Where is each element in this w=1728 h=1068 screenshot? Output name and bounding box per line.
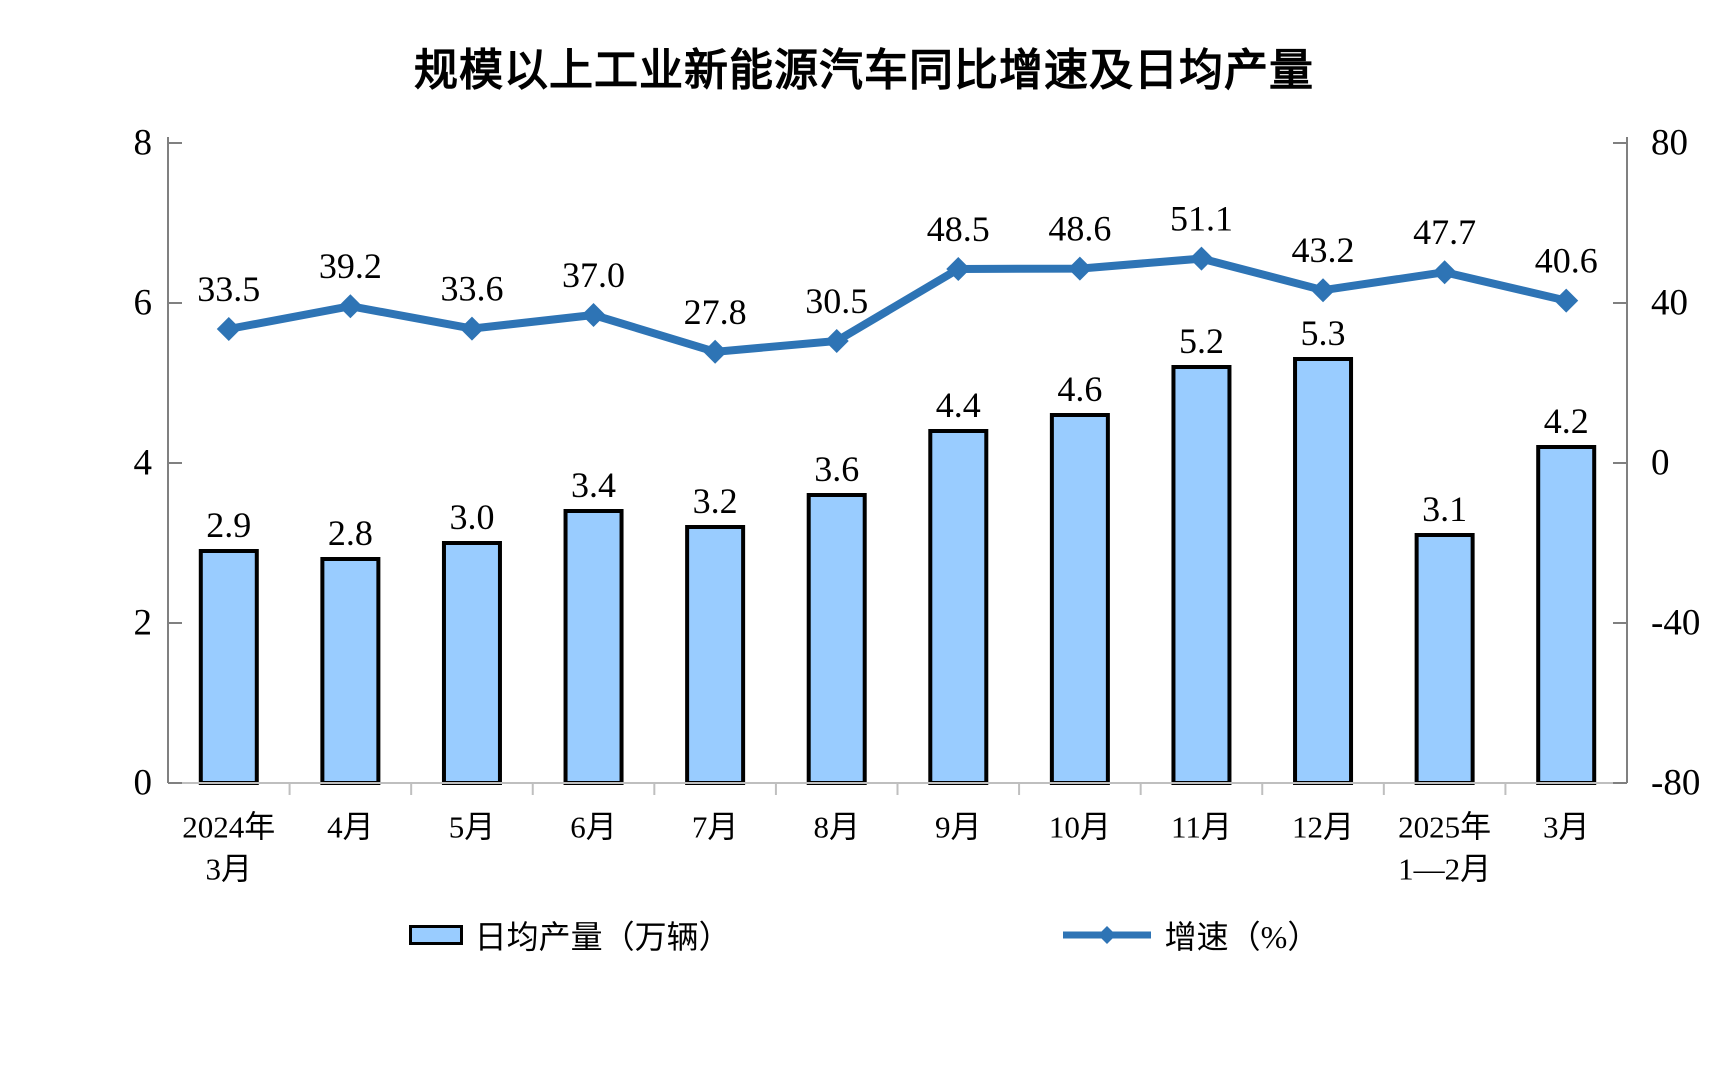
x-category-label: 6月 <box>570 810 617 845</box>
line-value-label: 33.6 <box>440 269 503 309</box>
x-category-label: 11月 <box>1171 810 1232 845</box>
line-marker-icon <box>216 317 241 341</box>
bar-value-label: 3.0 <box>449 497 494 537</box>
bar-value-label: 3.6 <box>814 449 859 489</box>
left-axis-tick-label: 2 <box>134 603 153 644</box>
bar <box>198 549 259 785</box>
right-axis-tick-label: 80 <box>1651 123 1688 164</box>
bar <box>1171 365 1232 785</box>
line-value-label: 33.5 <box>197 269 260 309</box>
line-value-label: 48.5 <box>927 209 990 249</box>
chart-title: 规模以上工业新能源汽车同比增速及日均产量 <box>414 46 1314 95</box>
bar-value-label: 2.8 <box>328 513 373 553</box>
x-category-label: 8月 <box>813 810 860 845</box>
x-category-label: 3月 <box>206 852 253 887</box>
line-value-label: 39.2 <box>319 246 382 286</box>
bar <box>1293 357 1354 785</box>
line-value-label: 48.6 <box>1048 209 1111 249</box>
bar-value-label: 3.1 <box>1422 489 1467 529</box>
line-value-label: 47.7 <box>1413 212 1476 252</box>
x-category-label: 3月 <box>1543 810 1590 845</box>
bar-value-label: 5.3 <box>1301 313 1346 353</box>
legend-line-label: 增速（%） <box>1164 919 1320 955</box>
bar <box>1049 413 1110 785</box>
bar <box>1414 533 1475 785</box>
bar <box>320 557 381 785</box>
right-axis-tick-label: 0 <box>1651 443 1670 484</box>
bar-value-label: 3.4 <box>571 465 616 505</box>
line-value-label: 43.2 <box>1292 230 1355 270</box>
bar <box>1536 445 1597 785</box>
left-axis-tick-label: 4 <box>134 443 153 484</box>
line-marker-icon <box>581 303 606 327</box>
legend-item-bar: 日均产量（万辆） <box>408 912 731 958</box>
line-marker-icon <box>703 339 728 364</box>
x-category-label: 7月 <box>692 810 739 845</box>
left-axis-tick-label: 0 <box>134 763 153 804</box>
line-marker-icon <box>1554 288 1579 313</box>
line-marker-icon <box>1311 278 1336 303</box>
line-value-label: 51.1 <box>1170 199 1233 239</box>
x-category-label: 10月 <box>1049 810 1111 845</box>
legend-item-line: 增速（%） <box>1061 912 1320 958</box>
x-category-label: 2025年 <box>1398 810 1491 845</box>
line-marker-icon <box>1432 260 1457 285</box>
line-value-label: 37.0 <box>562 255 625 295</box>
growth-line <box>228 254 1568 356</box>
bar-series-swatch-icon <box>408 925 463 945</box>
bar-value-label: 2.9 <box>206 505 251 545</box>
left-axis-tick-label: 8 <box>134 123 153 164</box>
line-value-label: 30.5 <box>805 281 868 321</box>
line-value-label: 27.8 <box>684 292 747 332</box>
line-value-label: 40.6 <box>1535 241 1598 281</box>
left-axis-tick-label: 6 <box>134 283 153 324</box>
bar <box>806 493 867 785</box>
x-category-label: 1—2月 <box>1398 852 1491 887</box>
right-axis-tick-label: 40 <box>1651 283 1688 324</box>
x-category-label: 4月 <box>327 810 374 845</box>
line-marker-icon <box>459 316 484 341</box>
line-marker-icon <box>1067 256 1092 281</box>
bar <box>685 525 746 785</box>
bar <box>928 429 989 785</box>
x-category-label: 5月 <box>449 810 496 845</box>
line-marker-icon <box>946 257 971 281</box>
line-marker-icon <box>824 329 849 353</box>
line-series-marker-icon <box>1062 926 1151 944</box>
line-marker-icon <box>1189 246 1214 271</box>
legend: 日均产量（万辆） 增速（%） <box>0 912 1728 958</box>
bar-value-label: 3.2 <box>693 481 738 521</box>
bar <box>441 541 502 785</box>
line-marker-icon <box>338 294 363 319</box>
bar-value-label: 4.2 <box>1544 401 1589 441</box>
x-category-label: 9月 <box>935 810 982 845</box>
x-category-label: 2024年 <box>182 810 275 845</box>
bar-value-label: 4.6 <box>1057 369 1102 409</box>
legend-bar-label: 日均产量（万辆） <box>474 919 731 955</box>
bar <box>563 509 624 785</box>
right-axis-tick-label: -80 <box>1651 763 1700 804</box>
right-axis-tick-label: -40 <box>1651 603 1700 644</box>
x-category-label: 12月 <box>1292 810 1354 845</box>
bar-value-label: 4.4 <box>936 385 981 425</box>
bar-value-label: 5.2 <box>1179 321 1224 361</box>
